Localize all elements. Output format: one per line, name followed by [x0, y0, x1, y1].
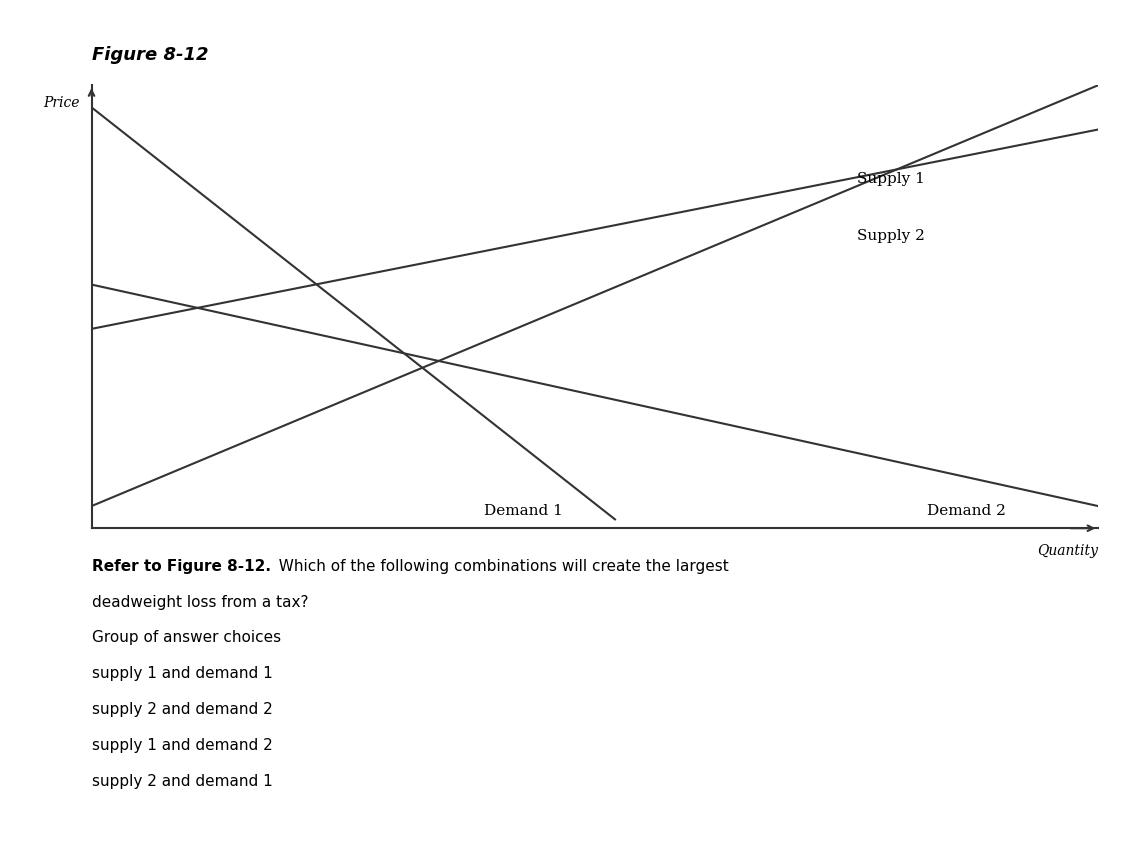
Text: Which of the following combinations will create the largest: Which of the following combinations will… — [269, 559, 729, 574]
Text: Group of answer choices: Group of answer choices — [92, 630, 280, 646]
Text: Refer to Figure 8-12.: Refer to Figure 8-12. — [92, 559, 270, 574]
Text: Demand 2: Demand 2 — [927, 504, 1006, 518]
Text: Figure 8-12: Figure 8-12 — [92, 46, 208, 64]
Text: Quantity: Quantity — [1038, 544, 1098, 558]
Text: Supply 1: Supply 1 — [857, 171, 924, 186]
Text: Price: Price — [43, 96, 80, 111]
Text: supply 2 and demand 2: supply 2 and demand 2 — [92, 702, 272, 717]
Text: Demand 1: Demand 1 — [484, 504, 563, 518]
Text: supply 1 and demand 2: supply 1 and demand 2 — [92, 738, 272, 753]
Text: Supply 2: Supply 2 — [857, 229, 924, 244]
Text: supply 2 and demand 1: supply 2 and demand 1 — [92, 774, 272, 789]
Text: supply 1 and demand 1: supply 1 and demand 1 — [92, 666, 272, 682]
Text: deadweight loss from a tax?: deadweight loss from a tax? — [92, 595, 308, 610]
